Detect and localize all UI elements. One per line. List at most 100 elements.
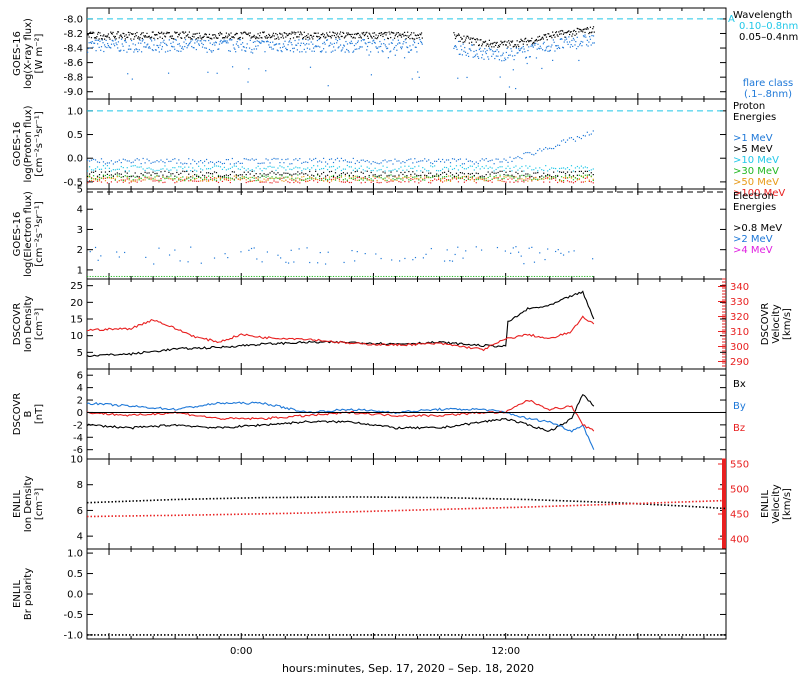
data-point bbox=[288, 33, 290, 35]
data-point bbox=[240, 275, 242, 277]
data-point bbox=[211, 38, 213, 40]
data-point bbox=[137, 275, 139, 277]
data-point bbox=[131, 78, 133, 80]
data-point bbox=[215, 165, 218, 167]
data-point bbox=[146, 167, 148, 170]
data-point bbox=[191, 39, 194, 41]
data-point bbox=[335, 36, 337, 39]
data-point bbox=[471, 176, 473, 178]
data-point bbox=[122, 179, 124, 181]
data-point bbox=[281, 177, 283, 179]
data-point bbox=[503, 177, 505, 180]
data-point bbox=[383, 32, 386, 34]
data-point bbox=[206, 51, 208, 53]
data-point bbox=[235, 165, 237, 167]
data-point bbox=[341, 49, 343, 51]
data-point bbox=[186, 169, 188, 172]
data-point bbox=[591, 31, 593, 33]
data-point bbox=[515, 47, 517, 49]
data-point bbox=[399, 260, 401, 262]
data-point bbox=[486, 275, 488, 277]
data-point bbox=[90, 177, 93, 179]
data-point bbox=[324, 37, 326, 39]
data-point bbox=[295, 180, 297, 182]
data-point bbox=[545, 165, 547, 167]
data-point bbox=[401, 33, 403, 36]
data-point bbox=[134, 33, 137, 35]
data-point bbox=[256, 37, 258, 39]
data-point bbox=[186, 35, 188, 37]
data-point bbox=[114, 178, 116, 180]
data-point bbox=[407, 36, 410, 38]
data-point bbox=[261, 40, 263, 42]
data-point bbox=[380, 32, 383, 34]
data-point bbox=[350, 166, 352, 168]
data-point bbox=[537, 36, 539, 38]
data-point bbox=[354, 162, 356, 165]
data-point bbox=[394, 176, 396, 178]
data-point bbox=[430, 176, 432, 179]
y-tick-label: 20 bbox=[70, 298, 83, 309]
data-point bbox=[174, 167, 176, 169]
data-point bbox=[340, 181, 343, 183]
data-point bbox=[355, 43, 357, 45]
data-point bbox=[228, 50, 230, 52]
data-point bbox=[179, 45, 181, 47]
data-point bbox=[145, 275, 147, 277]
data-point bbox=[374, 167, 376, 169]
data-point bbox=[270, 46, 272, 48]
data-point bbox=[459, 177, 462, 179]
data-point bbox=[528, 46, 530, 48]
data-point bbox=[211, 43, 214, 46]
data-point bbox=[313, 175, 315, 177]
data-point bbox=[566, 171, 569, 173]
data-point bbox=[231, 157, 233, 160]
data-point bbox=[134, 36, 136, 38]
data-point bbox=[372, 179, 374, 181]
data-point bbox=[481, 43, 484, 45]
data-point bbox=[150, 177, 152, 179]
data-point bbox=[343, 44, 345, 46]
data-point bbox=[297, 167, 299, 169]
data-point bbox=[179, 275, 181, 277]
data-point bbox=[507, 46, 509, 48]
data-point bbox=[113, 275, 115, 277]
data-point bbox=[399, 42, 401, 44]
data-point bbox=[517, 181, 519, 183]
data-point bbox=[553, 176, 555, 178]
data-point bbox=[382, 35, 384, 38]
data-point bbox=[518, 41, 521, 43]
data-point bbox=[391, 32, 393, 34]
data-point bbox=[154, 170, 156, 172]
data-point bbox=[366, 45, 369, 48]
data-point bbox=[232, 275, 234, 277]
data-point bbox=[94, 275, 97, 277]
data-point bbox=[551, 167, 553, 169]
data-point bbox=[531, 44, 533, 46]
data-point bbox=[345, 40, 347, 43]
data-point bbox=[543, 148, 545, 150]
data-point bbox=[219, 41, 221, 43]
data-point bbox=[253, 170, 255, 172]
data-point bbox=[140, 33, 142, 36]
data-point bbox=[457, 176, 460, 178]
data-point bbox=[305, 38, 307, 40]
y-tick-label: 10 bbox=[70, 455, 83, 466]
data-point bbox=[588, 170, 590, 172]
y-axis-label-line: Ion Density bbox=[23, 476, 34, 533]
data-point bbox=[378, 169, 380, 171]
data-point bbox=[520, 38, 522, 40]
data-point bbox=[493, 163, 495, 165]
data-point bbox=[366, 170, 368, 172]
data-point bbox=[414, 275, 417, 277]
data-point bbox=[455, 165, 458, 167]
data-point bbox=[108, 176, 111, 179]
data-point bbox=[283, 180, 285, 182]
data-point bbox=[307, 167, 309, 169]
data-point bbox=[202, 179, 204, 182]
data-point bbox=[168, 254, 171, 256]
data-point bbox=[269, 182, 271, 184]
data-point bbox=[340, 157, 343, 160]
data-point bbox=[324, 177, 327, 179]
data-point bbox=[576, 179, 579, 181]
